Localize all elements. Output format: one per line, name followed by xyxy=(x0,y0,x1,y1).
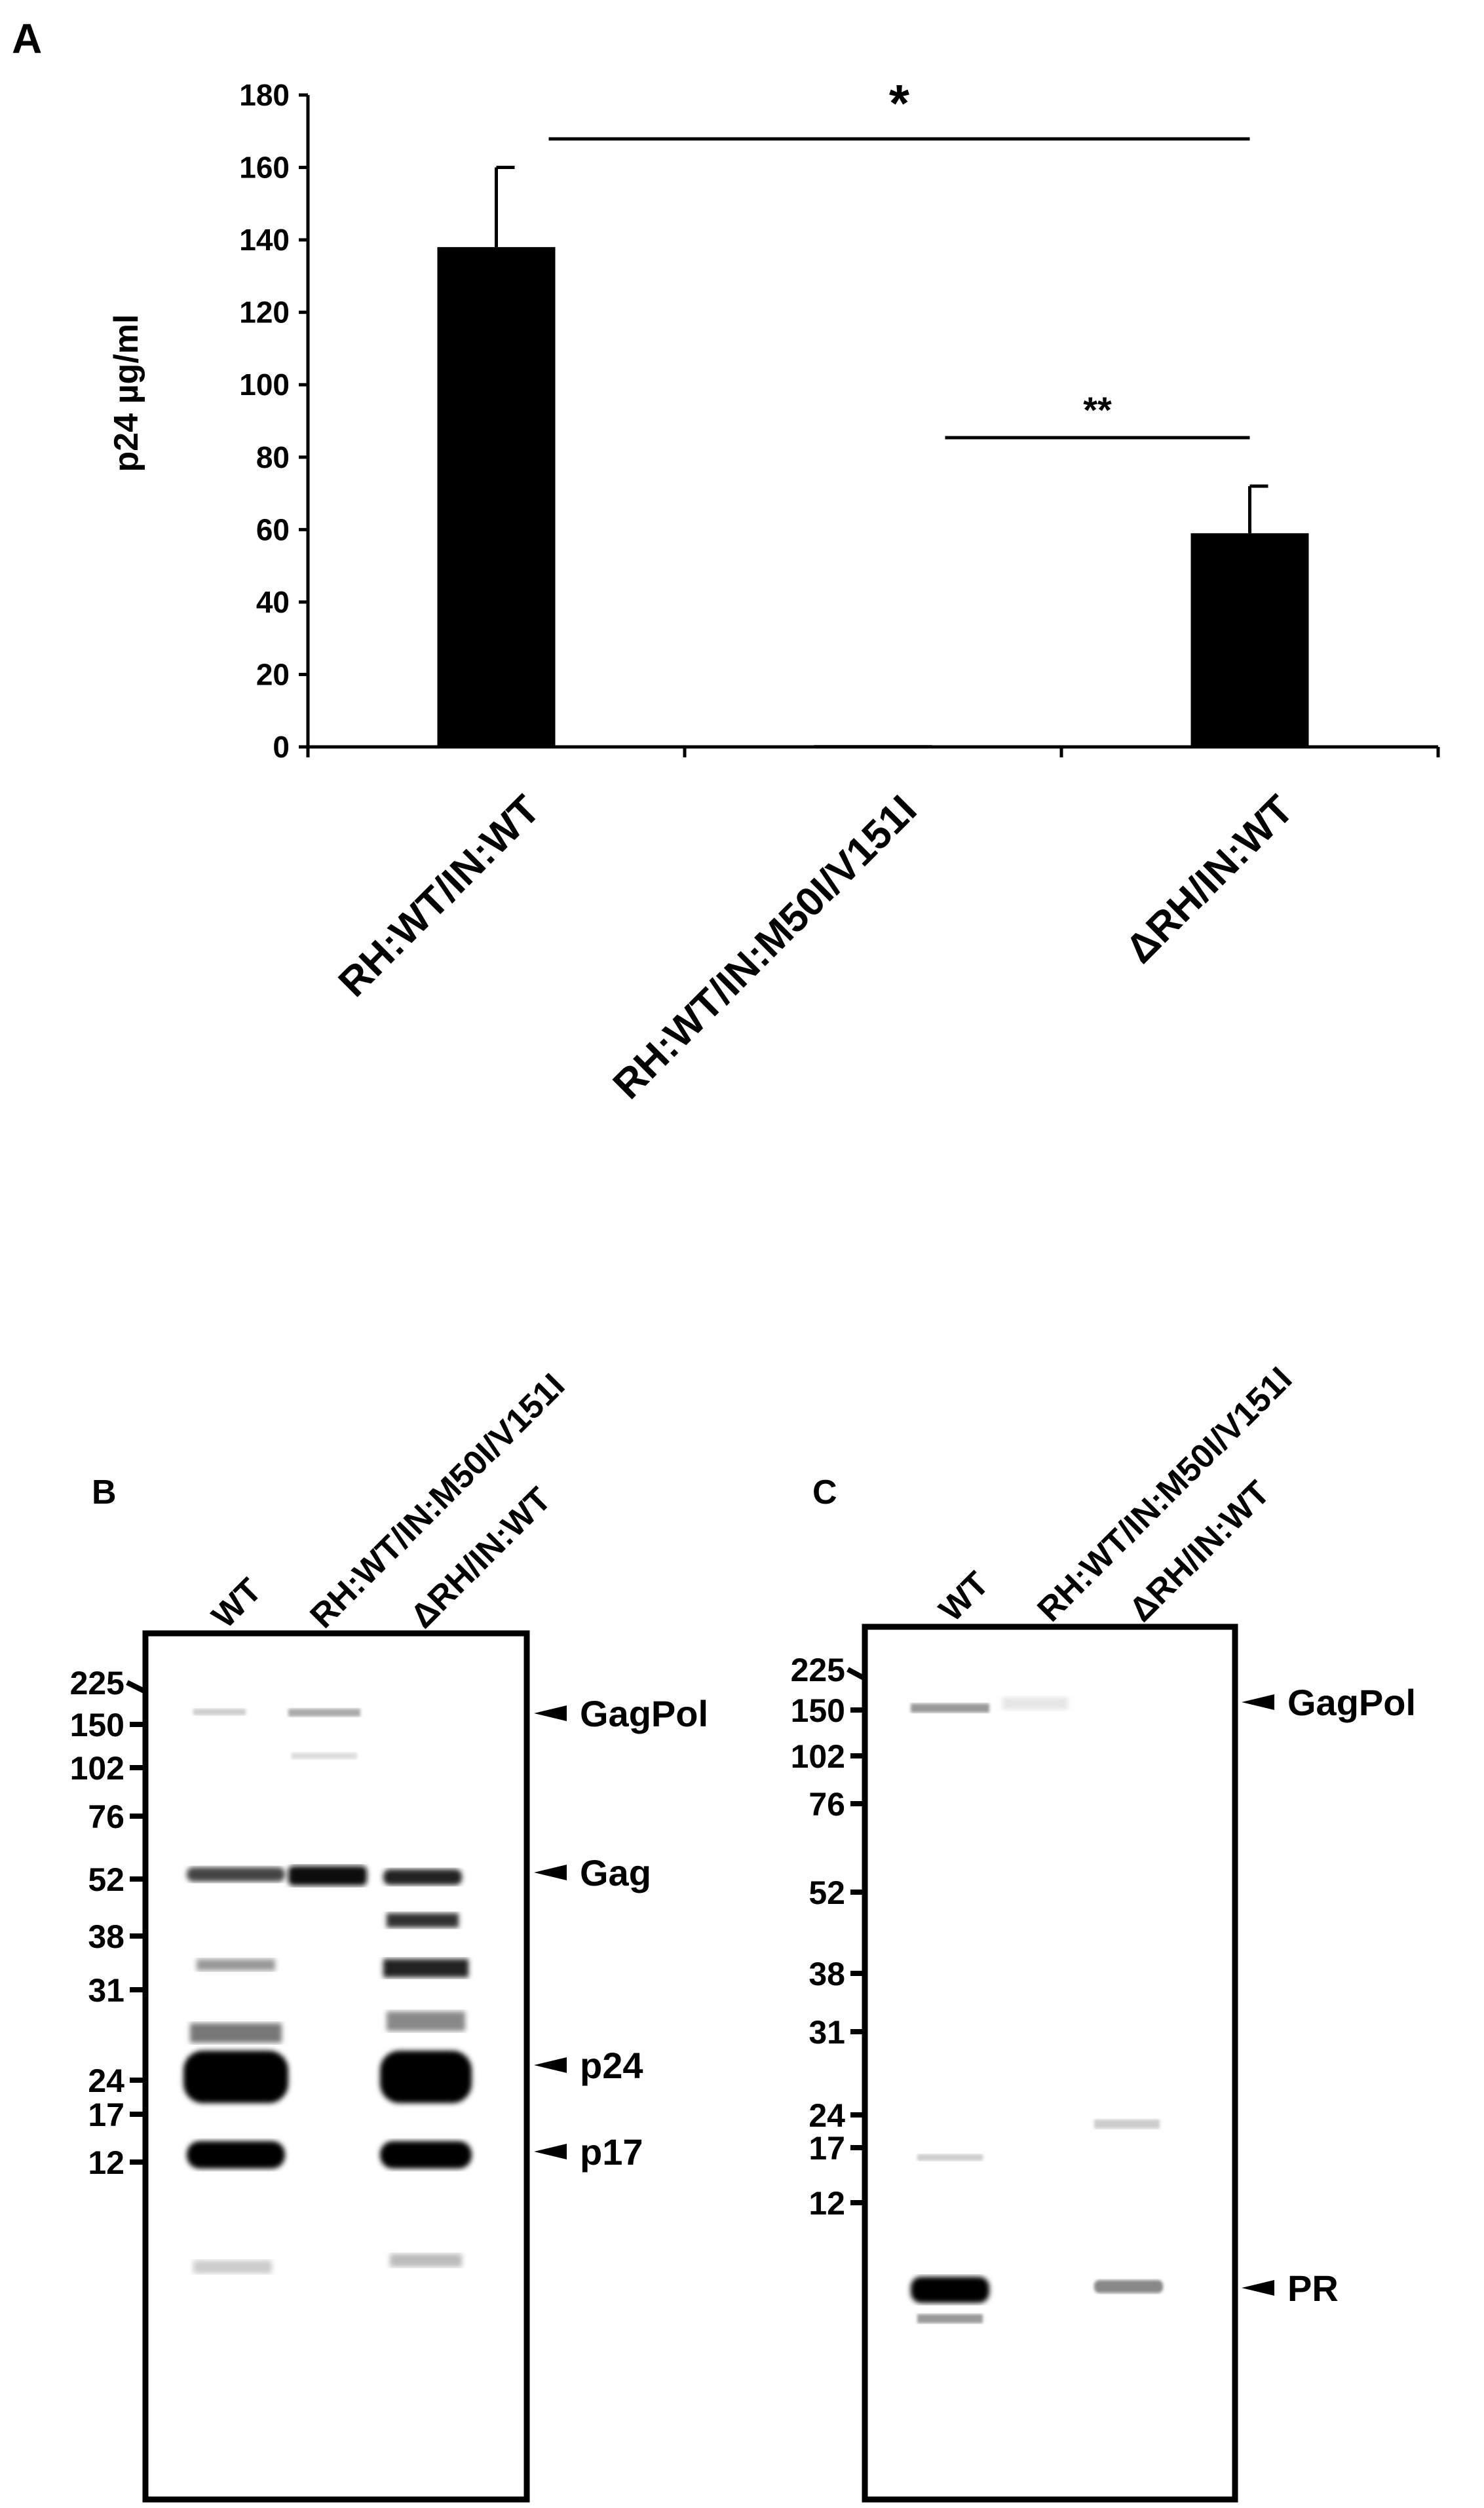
band-label: p24 xyxy=(580,2045,643,2086)
size-marker-label: 31 xyxy=(88,1972,124,2009)
size-marker-label: 225 xyxy=(70,1665,124,1701)
size-marker-label: 52 xyxy=(809,1874,845,1911)
bars xyxy=(437,247,1309,748)
significance-brackets: *** xyxy=(548,74,1250,440)
size-marker-label: 17 xyxy=(88,2097,124,2133)
y-tick-label: 100 xyxy=(239,368,290,402)
band-arrow-icon xyxy=(534,2057,567,2073)
significance-label: ** xyxy=(1083,389,1112,430)
size-marker-label: 38 xyxy=(809,1956,845,1992)
size-marker-label: 12 xyxy=(809,2185,845,2222)
size-marker-label: 102 xyxy=(70,1750,124,1787)
significance-label: * xyxy=(889,74,910,132)
blot-b-lane-m50i-bands xyxy=(288,1709,367,1886)
blot-c-frame xyxy=(862,1624,1238,2503)
blot-b-band-labels: GagPol Gag p24 p17 xyxy=(534,1693,708,2173)
error-bars xyxy=(495,166,1268,533)
blot-c-band-labels: GagPol PR xyxy=(1242,1682,1416,2309)
size-marker-label: 150 xyxy=(791,1692,845,1729)
bar xyxy=(1190,533,1309,747)
bar xyxy=(814,745,932,748)
size-marker-label: 24 xyxy=(809,2097,845,2134)
panel-a-letter: A xyxy=(12,15,43,62)
lane-label: WT xyxy=(204,1571,269,1635)
blot-c-lane-m50i-bands xyxy=(1002,1697,1068,1710)
band-label: GagPol xyxy=(1287,1682,1416,1723)
panel-b-letter: B xyxy=(92,1473,117,1511)
lane-label: WT xyxy=(932,1565,996,1629)
size-marker-tick xyxy=(847,1667,866,1681)
band-arrow-icon xyxy=(1242,2280,1274,2296)
band-arrow-icon xyxy=(534,2144,567,2159)
blot-b-lane-drh-bands xyxy=(380,1869,472,2267)
size-marker-label: 38 xyxy=(88,1918,124,1955)
band-arrow-icon xyxy=(1242,1694,1274,1710)
y-tick-label: 60 xyxy=(256,512,290,546)
blot-c-lane-wt-bands xyxy=(911,1703,989,2323)
size-marker-label: 150 xyxy=(70,1707,124,1743)
blot-c-lane-drh-bands xyxy=(1094,2119,1163,2293)
size-marker-label: 76 xyxy=(88,1798,124,1835)
y-tick-label: 120 xyxy=(239,295,290,330)
band-arrow-icon xyxy=(534,1705,567,1721)
band-label: PR xyxy=(1287,2268,1339,2309)
y-tick-label: 20 xyxy=(256,657,290,691)
size-marker-label: 52 xyxy=(88,1861,124,1898)
y-tick-label: 0 xyxy=(273,730,290,764)
y-tick-label: 80 xyxy=(256,440,290,474)
size-marker-label: 31 xyxy=(809,2014,845,2051)
blot-b-lane-wt-bands xyxy=(183,1709,288,2273)
size-marker-label: 225 xyxy=(791,1652,845,1688)
y-axis-label: p24 µg/ml xyxy=(107,314,145,472)
y-tick-label: 140 xyxy=(239,223,290,257)
y-tick-label: 160 xyxy=(239,151,290,185)
band-label: p17 xyxy=(580,2131,643,2173)
size-marker-label: 12 xyxy=(88,2144,124,2181)
y-tick-label: 180 xyxy=(239,78,290,112)
band-label: GagPol xyxy=(580,1693,708,1734)
y-ticks: 0 20 40 60 80 100 120 140 160 180 xyxy=(239,78,308,764)
y-tick-label: 40 xyxy=(256,585,290,619)
size-marker-label: 24 xyxy=(88,2062,124,2099)
panel-c-letter: C xyxy=(812,1473,837,1511)
size-marker-tick xyxy=(126,1680,147,1694)
band-label: Gag xyxy=(580,1852,651,1893)
size-marker-label: 76 xyxy=(809,1786,845,1823)
size-marker-label: 102 xyxy=(791,1738,845,1775)
bar xyxy=(437,247,556,748)
band-arrow-icon xyxy=(534,1865,567,1880)
size-marker-label: 17 xyxy=(809,2130,845,2167)
